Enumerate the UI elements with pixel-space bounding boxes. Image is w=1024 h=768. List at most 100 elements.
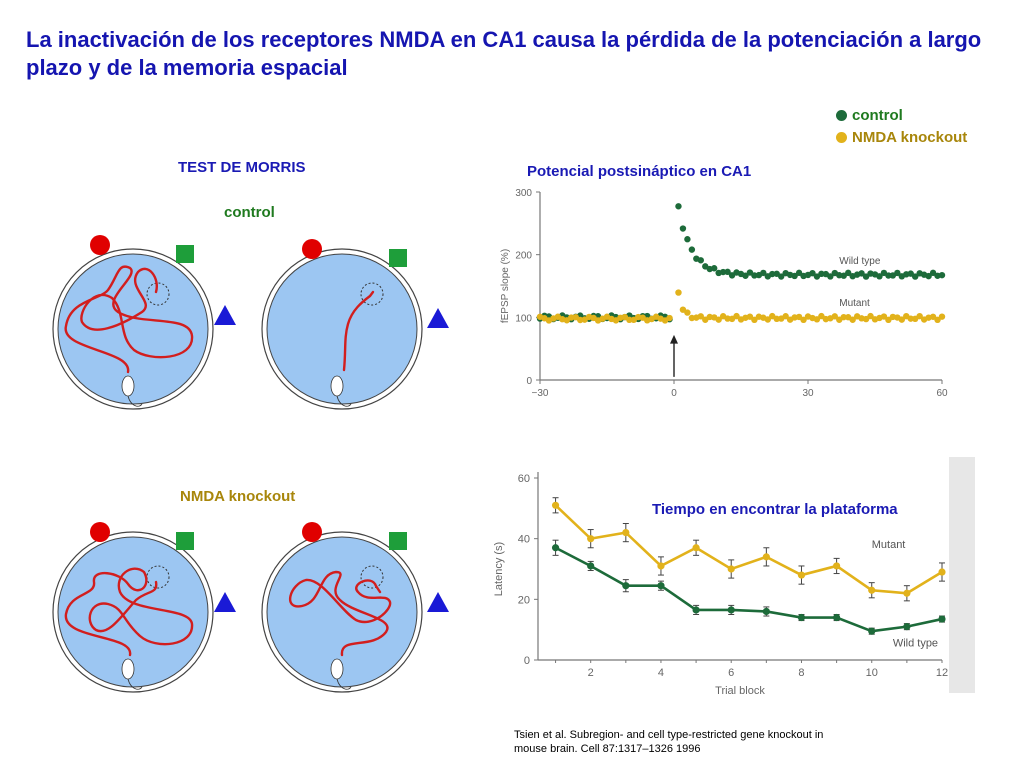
side-strip	[949, 457, 975, 693]
data-point	[916, 312, 923, 320]
x-tick-label: 10	[866, 667, 878, 679]
x-tick-label: 6	[728, 667, 734, 679]
data-point	[800, 316, 807, 324]
citation-line-1: Tsien et al. Subregion- and cell type-re…	[514, 729, 824, 741]
cue-square-icon	[389, 532, 407, 550]
data-point	[666, 314, 673, 322]
data-point	[934, 316, 941, 324]
data-point	[679, 225, 687, 232]
data-point	[795, 269, 803, 277]
control-dot-icon	[836, 109, 847, 121]
y-tick-label: 20	[518, 594, 530, 606]
cue-square-icon	[389, 249, 407, 267]
data-point	[742, 272, 749, 279]
data-point	[880, 313, 888, 320]
latency-chart-title: Tiempo en encontrar la plataforma	[652, 501, 898, 518]
data-point	[845, 269, 852, 277]
y-tick-label: 40	[518, 534, 530, 546]
data-point	[622, 582, 630, 590]
x-axis-label: Trial block	[715, 685, 765, 697]
series-wild-type	[551, 539, 946, 635]
series-mutant	[536, 289, 946, 324]
data-point	[587, 562, 595, 570]
data-point	[746, 313, 754, 320]
data-point	[587, 535, 595, 543]
hidden-platform-icon	[146, 565, 170, 589]
data-point	[684, 236, 691, 243]
data-point	[727, 565, 735, 573]
swim-path	[288, 570, 392, 657]
annotation-wild-type: Wild type	[893, 637, 938, 649]
x-tick-label: 2	[588, 667, 594, 679]
data-point	[626, 316, 633, 324]
stimulus-arrowhead-icon	[670, 334, 678, 344]
data-point	[907, 315, 914, 322]
legend-item-knockout: NMDA knockout	[836, 126, 967, 148]
y-tick-label: 300	[515, 188, 532, 199]
data-point	[762, 607, 770, 616]
data-point	[782, 313, 789, 320]
data-point	[715, 316, 722, 323]
data-point	[733, 312, 740, 320]
data-point	[711, 265, 718, 272]
y-tick-label: 60	[518, 473, 530, 485]
annotation-wild-type: Wild type	[839, 256, 881, 267]
annotation-mutant: Mutant	[872, 539, 906, 551]
data-point	[849, 316, 856, 323]
data-point	[862, 273, 870, 280]
data-point	[751, 316, 758, 324]
data-point	[929, 313, 937, 320]
mouse-icon	[330, 658, 344, 680]
citation: Tsien et al. Subregion- and cell type-re…	[514, 728, 874, 756]
x-tick-label: 4	[658, 667, 664, 679]
x-tick-label: 0	[671, 388, 677, 399]
swim-path	[342, 290, 375, 372]
data-point	[697, 313, 704, 320]
data-point	[778, 273, 785, 280]
data-point	[938, 615, 946, 623]
data-point	[809, 269, 816, 277]
mouse-tail-icon	[127, 395, 143, 407]
cue-circle-icon	[90, 522, 110, 542]
data-point	[925, 272, 932, 280]
data-point	[868, 586, 876, 594]
data-point	[797, 571, 806, 579]
data-point	[657, 582, 665, 590]
series-mutant	[551, 497, 946, 602]
x-tick-label: 60	[936, 388, 948, 399]
data-point	[688, 246, 696, 253]
data-point	[760, 269, 767, 277]
morris-water-maze-diagram	[52, 235, 449, 693]
data-point	[791, 272, 798, 280]
citation-line-2: mouse brain. Cell 87:1317–1326 1996	[514, 743, 701, 755]
data-point	[724, 268, 731, 276]
data-point	[833, 562, 841, 570]
data-point	[894, 269, 901, 277]
data-point	[867, 312, 874, 320]
y-axis-label: Latency (s)	[493, 542, 505, 596]
x-tick-label: −30	[532, 388, 549, 399]
series-wild-type	[536, 203, 946, 323]
mouse-tail-icon	[336, 678, 352, 690]
knockout-dot-icon	[836, 131, 847, 143]
x-tick-label: 8	[798, 667, 804, 679]
data-point	[840, 313, 847, 321]
data-point	[797, 613, 806, 622]
legend-label-control: control	[852, 106, 903, 124]
y-tick-label: 0	[524, 655, 530, 667]
y-tick-label: 100	[515, 313, 532, 324]
data-point	[675, 203, 682, 210]
hidden-platform-icon	[360, 565, 384, 589]
swim-path	[64, 567, 194, 657]
data-point	[827, 273, 834, 280]
mouse-tail-icon	[127, 678, 143, 690]
morris-knockout-label: NMDA knockout	[180, 488, 296, 505]
maze-pool-4	[261, 522, 449, 693]
data-point	[912, 273, 919, 280]
legend-label-knockout: NMDA knockout	[852, 128, 968, 146]
y-tick-label: 0	[526, 376, 532, 387]
data-point	[762, 553, 770, 561]
x-tick-label: 30	[802, 388, 814, 399]
cue-circle-icon	[302, 239, 322, 259]
cue-circle-icon	[302, 522, 322, 542]
